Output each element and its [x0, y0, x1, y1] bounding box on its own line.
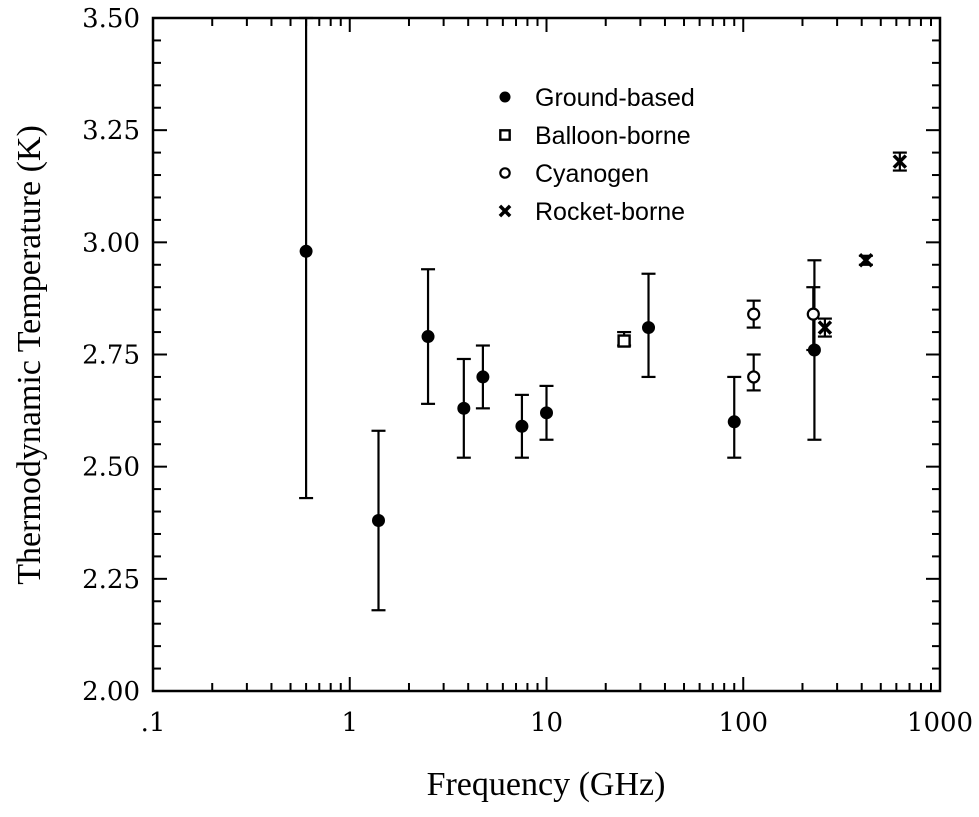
y-tick-label: 2.50: [82, 453, 140, 483]
legend-entry-balloon-borne: Balloon-borne: [500, 122, 690, 150]
data-point: [727, 377, 741, 458]
x-tick-labels: .1 1 10 100 1000: [141, 708, 973, 738]
data-point: [617, 332, 631, 346]
legend-entry-cyanogen: Cyanogen: [500, 160, 649, 188]
plot-frame: [153, 18, 940, 691]
marker-ground-based: [540, 406, 553, 419]
legend-label: Balloon-borne: [535, 122, 691, 150]
legend: Ground-based Balloon-borne Cyanogen Rocket-…: [499, 84, 694, 226]
y-tick-labels: 2.00 2.25 2.50 2.75 3.00 3.25 3.50: [82, 4, 140, 707]
marker-rocket-borne: [500, 206, 510, 216]
marker-ground-based: [476, 370, 489, 383]
legend-label: Ground-based: [535, 84, 695, 112]
y-tick-label: 2.75: [82, 341, 140, 371]
marker-ground-based: [457, 402, 470, 415]
marker-cyanogen: [748, 309, 759, 320]
marker-balloon-borne: [619, 336, 630, 347]
x-tick-label: 1000: [907, 708, 973, 738]
data-point: [747, 355, 761, 391]
x-axis-title: Frequency (GHz): [427, 766, 666, 803]
x-tick-label: 10: [530, 708, 563, 738]
data-point: [540, 386, 554, 440]
marker-cyanogen: [748, 371, 759, 382]
data-point: [642, 274, 656, 377]
marker-ground-based: [300, 245, 313, 258]
ticks-layer: [153, 18, 940, 691]
legend-label: Rocket-borne: [535, 198, 685, 226]
data-point: [476, 346, 490, 409]
data-point: [893, 153, 907, 171]
legend-label: Cyanogen: [535, 160, 649, 188]
data-point: [457, 359, 471, 458]
marker-balloon-borne: [500, 130, 509, 139]
y-tick-label: 2.00: [82, 677, 140, 707]
y-tick-label: 3.50: [82, 4, 140, 34]
data-point: [299, 18, 313, 498]
marker-ground-based: [728, 415, 741, 428]
legend-entry-ground-based: Ground-based: [499, 84, 694, 112]
y-tick-label: 2.25: [82, 565, 140, 595]
y-tick-label: 3.00: [82, 228, 140, 258]
data-point: [421, 269, 435, 404]
marker-ground-based: [515, 420, 528, 433]
marker-ground-based: [422, 330, 435, 343]
y-tick-label: 3.25: [82, 116, 140, 146]
marker-ground-based: [499, 91, 510, 102]
x-tick-label: .1: [141, 708, 166, 738]
data-point: [515, 395, 529, 458]
data-point: [747, 301, 761, 328]
marker-cyanogen: [808, 309, 819, 320]
legend-entry-rocket-borne: Rocket-borne: [500, 198, 685, 226]
marker-ground-based: [372, 514, 385, 527]
y-axis-title: Thermodynamic Temperature (K): [11, 125, 48, 585]
marker-ground-based: [642, 321, 655, 334]
x-tick-label: 100: [718, 708, 768, 738]
x-tick-label: 1: [341, 708, 358, 738]
data-point: [372, 431, 386, 610]
data-point: [859, 254, 873, 266]
data-point: [818, 319, 832, 337]
marker-cyanogen: [500, 168, 509, 177]
